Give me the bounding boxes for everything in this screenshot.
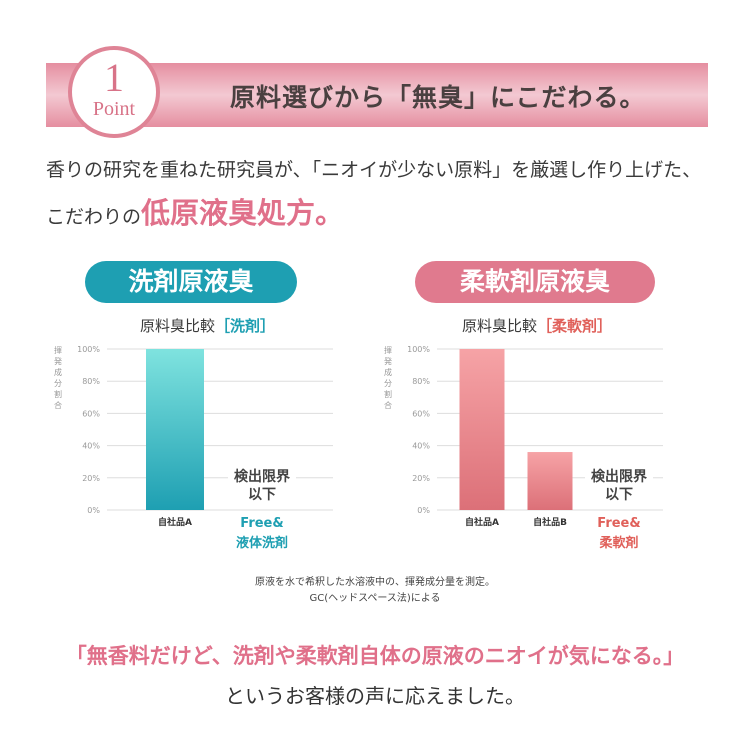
softener-subtitle: 原料臭比較［柔軟剤］ <box>462 315 612 336</box>
y-tick-label: 40% <box>412 442 430 451</box>
customer-quote: 「無香料だけど、洗剤や柔軟剤自体の原液のニオイが気になる。」 <box>65 644 685 668</box>
y-tick-label: 0% <box>417 506 430 515</box>
closing-text: というお客様の声に応えました。 <box>225 684 525 708</box>
y-axis-label: 割 <box>54 389 62 399</box>
note-line: 原液を水で希釈した水溶液中の、揮発成分量を測定。 <box>255 577 495 588</box>
detergent-subtitle: 原料臭比較［洗剤］ <box>140 315 275 336</box>
x-tick-label-highlight: Free& <box>597 516 640 531</box>
y-tick-label: 20% <box>412 474 430 483</box>
subtitle-text: 原料臭比較 <box>140 317 216 335</box>
annotation-bg <box>228 464 296 504</box>
annotation-label: 以下 <box>605 487 633 503</box>
lead-prefix: こだわりの <box>46 206 142 228</box>
y-axis-label: 割 <box>384 389 392 399</box>
y-tick-label: 40% <box>82 442 100 451</box>
subtitle-tag: ［洗剤］ <box>215 317 276 335</box>
lead-text-2: こだわりの低原液臭処方。 <box>46 190 344 232</box>
point-badge: 1 Point <box>68 46 160 138</box>
y-tick-label: 60% <box>82 409 100 418</box>
y-axis-label: 揮 <box>54 345 62 355</box>
y-tick-label: 60% <box>412 409 430 418</box>
subtitle-tag: ［柔軟剤］ <box>537 317 613 335</box>
annotation-label: 検出限界 <box>591 468 648 485</box>
bar <box>146 349 204 510</box>
y-axis-label: 分 <box>54 379 62 388</box>
x-tick-label-highlight: 柔軟剤 <box>598 535 638 551</box>
y-tick-label: 20% <box>82 474 100 483</box>
x-tick-label: 自社品A <box>465 516 499 528</box>
point-number: 1 <box>104 55 124 100</box>
y-axis-label: 成 <box>384 367 392 377</box>
softener-heading: 柔軟剤原液臭 <box>415 261 655 303</box>
annotation-bg <box>585 464 653 504</box>
y-tick-label: 80% <box>412 377 430 386</box>
y-axis-label: 分 <box>384 379 392 388</box>
note-line: GC(ヘッドスペース法)による <box>309 593 441 604</box>
y-axis-label: 揮 <box>384 345 392 355</box>
y-axis-label: 発 <box>384 357 392 366</box>
y-axis-label: 合 <box>384 400 392 410</box>
y-axis-label: 成 <box>54 367 62 377</box>
y-tick-label: 100% <box>77 345 100 354</box>
section-title: 原料選びから「無臭」にこだわる。 <box>230 83 646 112</box>
x-tick-label-highlight: Free& <box>240 516 283 531</box>
x-tick-label: 自社品A <box>158 516 192 528</box>
bar <box>527 452 573 510</box>
annotation-label: 検出限界 <box>234 468 291 485</box>
y-tick-label: 80% <box>82 377 100 386</box>
charts: 0%20%40%60%80%100%揮発成分割合自社品A検出限界以下Free&液… <box>54 345 663 551</box>
point-label: Point <box>92 98 136 120</box>
lead-emphasis: 低原液臭処方。 <box>141 196 345 230</box>
x-tick-label: 自社品B <box>533 516 567 528</box>
bar <box>459 349 505 510</box>
subtitle-text: 原料臭比較 <box>462 317 538 335</box>
detergent-heading: 洗剤原液臭 <box>85 261 297 303</box>
y-tick-label: 0% <box>87 506 100 515</box>
y-axis-label: 合 <box>54 400 62 410</box>
annotation-label: 以下 <box>248 487 276 503</box>
lead-text: 香りの研究を重ねた研究員が、「ニオイが少ない原料」を厳選し作り上げた、 <box>46 159 702 181</box>
y-axis-label: 発 <box>54 357 62 366</box>
measurement-note: 原液を水で希釈した水溶液中の、揮発成分量を測定。 GC(ヘッドスペース法)による <box>0 575 750 607</box>
x-tick-label-highlight: 液体洗剤 <box>236 535 288 551</box>
y-tick-label: 100% <box>407 345 430 354</box>
